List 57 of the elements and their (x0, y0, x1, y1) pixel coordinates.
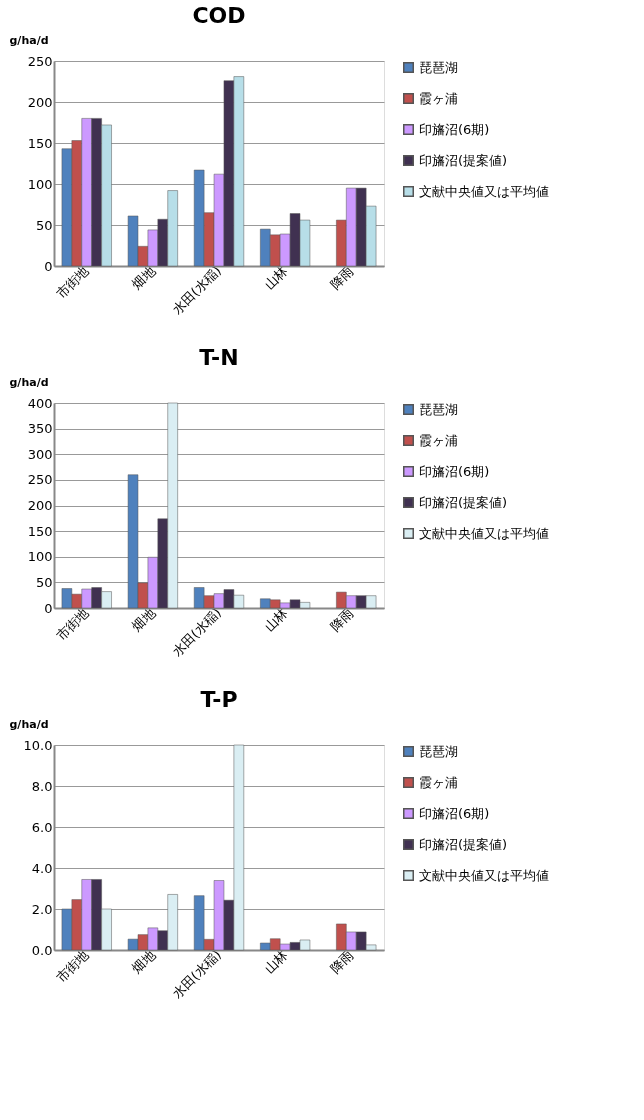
y-tick-label: 400 (27, 395, 53, 411)
x-tick-label: 山林 (261, 262, 291, 292)
y-tick-label: 200 (27, 94, 53, 110)
y-axis-title: g/ha/d (9, 33, 49, 47)
legend-label: 琵琶湖 (419, 401, 458, 417)
y-axis-title: g/ha/d (9, 717, 49, 731)
y-tick-label: 50 (35, 217, 53, 233)
x-tick-label: 畑地 (128, 946, 158, 976)
x-tick-label: 水田(水稲) (169, 946, 224, 1002)
legend-label: 霞ヶ浦 (419, 432, 458, 448)
x-tick-label: 降雨 (327, 604, 357, 634)
x-tick-label: 畑地 (128, 262, 158, 292)
y-tick-label: 100 (27, 176, 53, 192)
y-tick-label: 250 (27, 472, 53, 488)
y-tick-label: 0 (44, 258, 53, 274)
y-tick-label: 250 (27, 53, 53, 69)
x-tick-label: 山林 (261, 604, 291, 634)
y-tick-label: 350 (27, 421, 53, 437)
y-tick-label: 8.0 (31, 778, 53, 794)
y-axis-title: g/ha/d (9, 375, 49, 389)
y-tick-label: 4.0 (31, 860, 53, 876)
x-tick-label: 降雨 (327, 946, 357, 976)
y-tick-label: 50 (35, 574, 53, 590)
legend-label: 印旛沼(提案値) (419, 836, 508, 852)
y-tick-label: 0.0 (31, 942, 53, 958)
y-tick-label: 2.0 (31, 901, 53, 917)
y-tick-label: 150 (27, 523, 53, 539)
x-tick-label: 市街地 (53, 946, 92, 986)
y-tick-label: 0 (44, 600, 53, 616)
x-tick-label: 水田(水稲) (169, 604, 224, 660)
chart-title: T-N (199, 345, 239, 370)
x-tick-label: 降雨 (327, 262, 357, 292)
legend-label: 印旛沼(6期) (419, 463, 490, 479)
legend-label: 文献中央値又は平均値 (419, 183, 549, 199)
y-tick-label: 200 (27, 498, 53, 513)
legend-label: 霞ヶ浦 (419, 90, 458, 106)
chart-title: COD (192, 3, 246, 28)
legend-label: 文献中央値又は平均値 (419, 525, 549, 541)
chart-title: T-P (200, 687, 238, 712)
y-tick-label: 10.0 (23, 737, 53, 753)
legend-label: 文献中央値又は平均値 (419, 867, 549, 883)
legend-label: 印旛沼(提案値) (419, 494, 508, 510)
legend-label: 印旛沼(6期) (419, 805, 490, 821)
y-tick-label: 300 (27, 446, 53, 462)
x-tick-label: 山林 (261, 946, 291, 976)
legend-label: 琵琶湖 (419, 743, 458, 759)
legend-label: 印旛沼(6期) (419, 121, 490, 137)
x-tick-label: 畑地 (128, 604, 158, 634)
x-tick-label: 市街地 (53, 262, 92, 302)
y-tick-label: 150 (27, 135, 53, 151)
x-tick-label: 水田(水稲) (169, 262, 224, 318)
legend-label: 琵琶湖 (419, 59, 458, 75)
y-tick-label: 100 (27, 549, 53, 565)
legend-label: 印旛沼(提案値) (419, 152, 508, 168)
y-tick-label: 6.0 (31, 819, 53, 835)
legend-label: 霞ヶ浦 (419, 774, 458, 790)
x-tick-label: 市街地 (53, 604, 92, 644)
